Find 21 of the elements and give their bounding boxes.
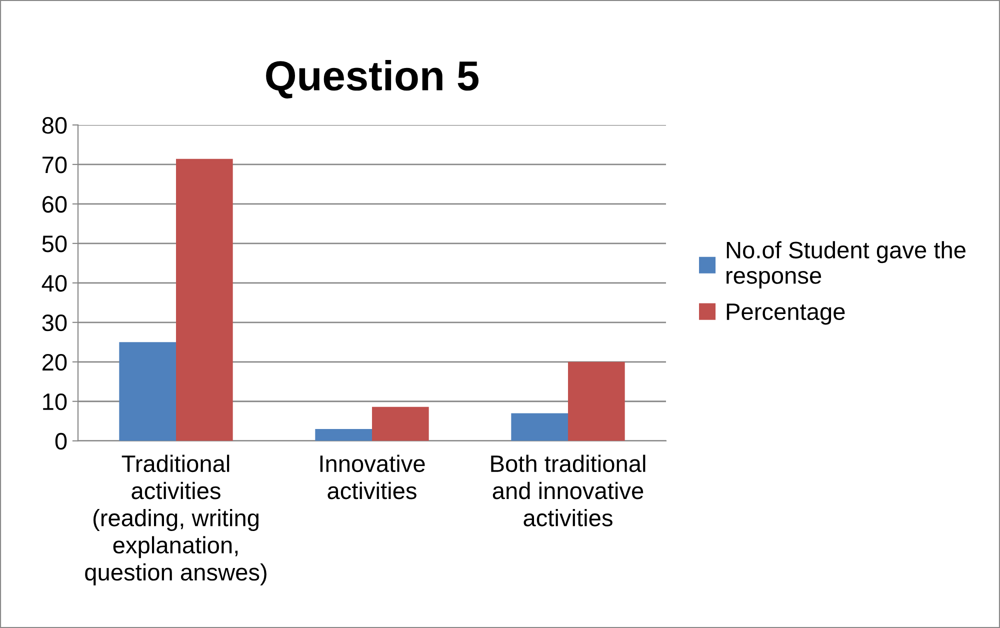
legend-label: Percentage bbox=[726, 304, 845, 325]
bar bbox=[119, 342, 176, 441]
y-tick-label: 10 bbox=[43, 393, 67, 410]
legend-label: No.of Student gave the response bbox=[726, 241, 966, 289]
y-tick-label: 40 bbox=[42, 274, 67, 292]
y-tick-label: 30 bbox=[42, 314, 67, 332]
y-tick-label: 80 bbox=[42, 117, 67, 134]
x-tick-label: Traditional activities (reading, writing explanation, question answes) bbox=[85, 454, 266, 586]
y-tick-label: 70 bbox=[42, 156, 67, 174]
bar bbox=[315, 429, 372, 441]
y-tick-label: 20 bbox=[42, 354, 67, 371]
x-tick-label: Innovative activities bbox=[320, 454, 425, 500]
bar bbox=[176, 158, 233, 441]
chart-title: Question 5 bbox=[266, 60, 479, 98]
x-tick-label: Both traditional and innovative activities bbox=[491, 454, 646, 526]
y-tick-label: 0 bbox=[55, 432, 67, 450]
bar bbox=[511, 413, 568, 441]
y-tick-label: 60 bbox=[42, 196, 67, 213]
bar bbox=[568, 362, 625, 441]
bar bbox=[372, 406, 429, 441]
y-tick-label: 50 bbox=[42, 235, 67, 252]
